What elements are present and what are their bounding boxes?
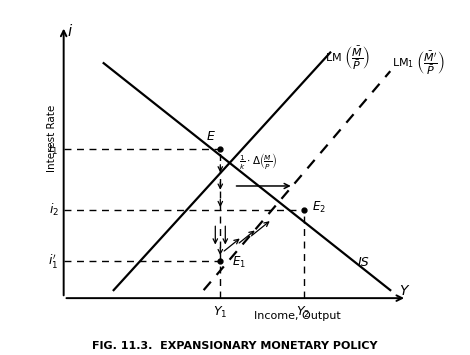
Text: $Y_2$: $Y_2$ [297,305,311,320]
Text: Y: Y [400,284,408,299]
Text: $\frac{1}{k}\cdot\Delta\left(\frac{M}{P}\right)$: $\frac{1}{k}\cdot\Delta\left(\frac{M}{P}… [240,151,278,171]
Text: $E_2$: $E_2$ [312,200,326,215]
Text: IS: IS [358,256,369,269]
Text: LM$_1$ $\left(\dfrac{\bar{M}^{\prime}}{\bar{P}}\right)$: LM$_1$ $\left(\dfrac{\bar{M}^{\prime}}{\… [392,49,445,77]
Text: $E_1$: $E_1$ [232,255,246,270]
Text: Interest Rate: Interest Rate [47,104,57,171]
Text: $i_2$: $i_2$ [48,202,59,218]
Text: FIG. 11.3.  EXPANSIONARY MONETARY POLICY: FIG. 11.3. EXPANSIONARY MONETARY POLICY [92,342,378,351]
Text: E: E [206,130,214,143]
Text: $i_1$: $i_1$ [48,141,59,157]
Text: $Y_1$: $Y_1$ [213,305,227,320]
Text: LM $\left(\dfrac{\bar{M}}{\bar{P}}\right)$: LM $\left(\dfrac{\bar{M}}{\bar{P}}\right… [325,44,370,72]
Text: $i_1'$: $i_1'$ [48,252,59,270]
Text: $i$: $i$ [67,23,73,39]
Text: Income, Output: Income, Output [254,311,340,322]
